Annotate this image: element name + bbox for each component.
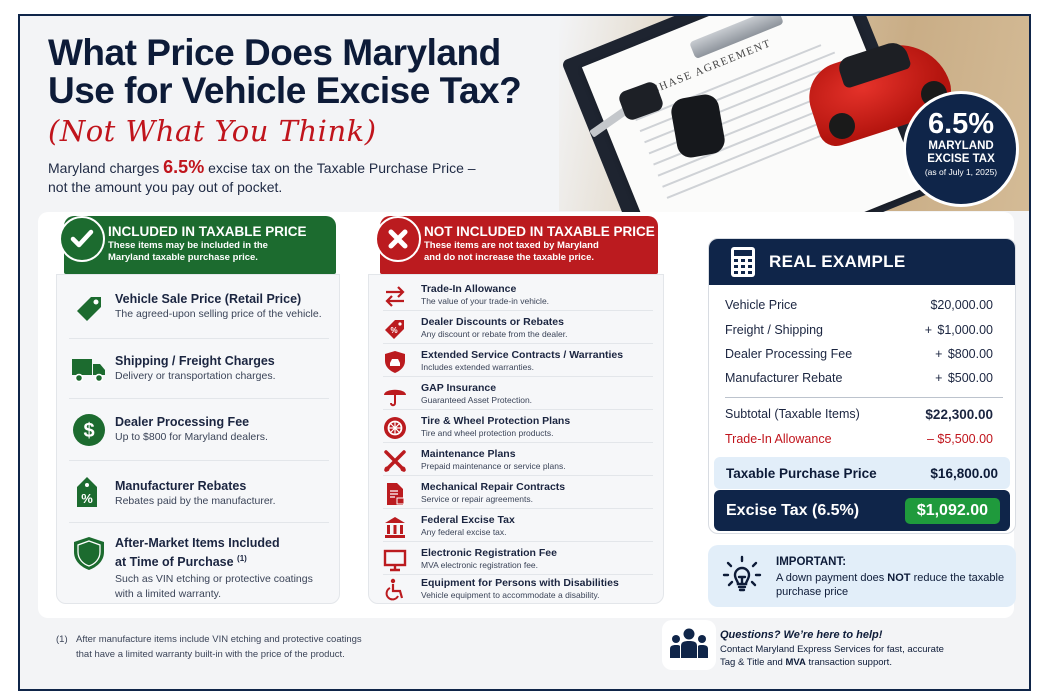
example-row: Freight / Shipping + $1,000.00 <box>725 323 993 337</box>
excluded-header: NOT INCLUDED IN TAXABLE PRICE These item… <box>375 216 658 274</box>
footnote: (1) After manufacture items include VIN … <box>56 634 362 660</box>
list-item: Vehicle Sale Price (Retail Price) The ag… <box>69 281 329 339</box>
checkmark-icon <box>70 229 94 248</box>
list-item: Equipment for Persons with Disabilities V… <box>383 573 653 605</box>
subtotal-row: Subtotal (Taxable Items) $22,300.00 <box>725 407 993 422</box>
list-item: After-Market Items Included at Time of Pu… <box>69 523 329 603</box>
excise-rate-badge: 6.5% MARYLAND EXCISE TAX (as of July 1, … <box>903 91 1019 207</box>
list-item: GAP Insurance Guaranteed Asset Protection… <box>383 378 653 410</box>
excluded-list: Trade-In Allowance The value of your trad… <box>368 274 664 604</box>
list-item: Shipping / Freight Charges Delivery or t… <box>69 339 329 399</box>
umbrella-icon <box>384 389 406 407</box>
list-item: Tire & Wheel Protection Plans Tire and wh… <box>383 411 653 443</box>
contract-icon <box>387 483 405 505</box>
lede-rate: 6.5% <box>163 157 205 177</box>
content-panel: Vehicle Sale Price (Retail Price) The ag… <box>38 212 1016 618</box>
svg-text:%: % <box>81 491 93 506</box>
percent-tag-icon: % <box>77 477 97 507</box>
footnote-ref: (1) <box>237 554 247 563</box>
excise-amount: $1,092.00 <box>904 497 1000 524</box>
infographic-frame: PURCHASE AGREEMENT What Pr <box>18 14 1031 691</box>
bank-icon <box>385 517 405 538</box>
lightbulb-icon <box>722 555 762 592</box>
list-item: Federal Excise Tax Any federal excise tax… <box>383 510 653 542</box>
tools-icon <box>384 450 406 472</box>
real-example-header: REAL EXAMPLE <box>709 239 1015 285</box>
real-example-card: REAL EXAMPLE Vehicle Price $20,000.00 Fr… <box>708 238 1016 534</box>
page-title: What Price Does Maryland Use for Vehicle… <box>48 32 522 111</box>
included-list: Vehicle Sale Price (Retail Price) The ag… <box>56 274 340 604</box>
help-callout: Questions? We’re here to help! Contact M… <box>662 618 1022 678</box>
list-item: Electronic Registration Fee MVA electroni… <box>383 543 653 575</box>
list-item: Mechanical Repair Contracts Service or re… <box>383 477 653 509</box>
shield-car-icon <box>385 351 405 373</box>
checkmark-badge <box>59 216 105 262</box>
swap-arrows-icon <box>385 286 405 307</box>
close-x-icon <box>388 229 408 249</box>
truck-icon <box>72 359 105 383</box>
hero: PURCHASE AGREEMENT What Pr <box>20 16 1029 303</box>
excise-tax-row: Excise Tax (6.5%) $1,092.00 <box>714 490 1010 531</box>
list-item: Extended Service Contracts / Warranties I… <box>383 345 653 377</box>
lede-text: Maryland charges 6.5% excise tax on the … <box>48 157 476 196</box>
svg-text:%: % <box>390 326 397 335</box>
calculator-icon <box>731 247 755 277</box>
divider <box>725 397 1003 398</box>
monitor-icon <box>383 549 407 572</box>
list-item: % Manufacturer Rebates Rebates paid by t… <box>69 461 329 523</box>
included-header: INCLUDED IN TAXABLE PRICE These items ma… <box>59 216 336 274</box>
list-item: $ Dealer Processing Fee Up to $800 for M… <box>69 399 329 461</box>
taxable-price-row: Taxable Purchase Price $16,800.00 <box>714 457 1010 489</box>
example-row: Dealer Processing Fee + $800.00 <box>725 347 993 361</box>
list-item: Trade-In Allowance The value of your trad… <box>383 279 653 311</box>
x-badge <box>375 216 421 262</box>
wheelchair-icon <box>385 578 404 601</box>
svg-text:$: $ <box>83 420 94 442</box>
people-group-icon <box>670 628 708 658</box>
tradein-row: Trade-In Allowance – $5,500.00 <box>725 432 993 446</box>
script-subtitle: (Not What You Think) <box>48 114 377 148</box>
price-tag-icon <box>77 297 101 321</box>
example-row: Vehicle Price $20,000.00 <box>725 298 993 312</box>
discount-tag-icon: % <box>385 320 404 339</box>
list-item: Maintenance Plans Prepaid maintenance or … <box>383 444 653 476</box>
dollar-circle-icon: $ <box>73 414 105 446</box>
example-row: Manufacturer Rebate + $500.00 <box>725 371 993 385</box>
important-callout: IMPORTANT: A down payment does NOT reduc… <box>708 545 1016 607</box>
tire-icon <box>384 417 406 439</box>
list-item: % Dealer Discounts or Rebates Any discoun… <box>383 312 653 344</box>
shield-icon <box>74 537 104 570</box>
